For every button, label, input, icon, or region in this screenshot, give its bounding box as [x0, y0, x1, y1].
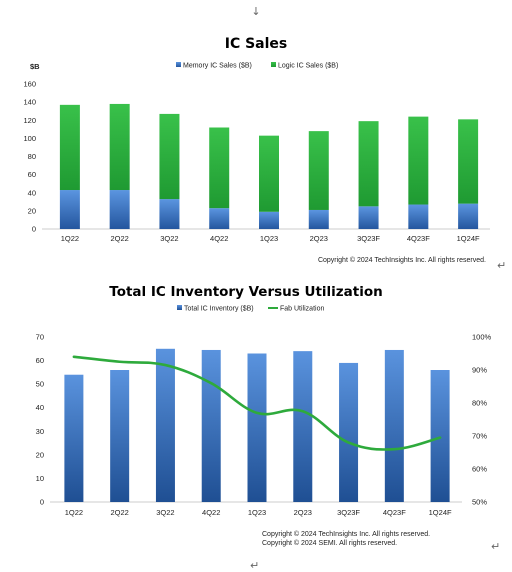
- x-tick-label: 4Q22: [210, 234, 228, 243]
- left-y-tick-label: 10: [36, 474, 44, 483]
- chart2-left-y-axis: 0 10 20 30 40 50 60 70: [36, 333, 44, 507]
- bar-logic-1q23: [259, 135, 279, 212]
- legend-swatch-memory: [176, 62, 181, 67]
- chart2-legend: Total IC Inventory ($B) Fab Utilization: [177, 305, 324, 313]
- left-y-tick-label: 40: [36, 403, 44, 412]
- x-tick-label: 2Q22: [110, 508, 128, 517]
- bar-inventory-4q22: [201, 349, 221, 502]
- bar-memory-2q23: [308, 209, 329, 229]
- x-tick-label: 1Q23: [260, 234, 278, 243]
- legend-swatch-inventory: [177, 305, 182, 310]
- bar-memory-4q22: [209, 208, 230, 229]
- chart2-bars: [64, 348, 450, 502]
- bar-logic-3q23f: [358, 121, 379, 207]
- bar-logic-1q22: [59, 104, 80, 191]
- paragraph-mark-3: ↵: [250, 559, 259, 572]
- right-y-tick-label: 80%: [472, 399, 487, 408]
- chart2-copyright-line-2: Copyright © 2024 SEMI. All rights reserv…: [262, 539, 397, 547]
- x-tick-label: 1Q24F: [429, 508, 452, 517]
- chart2-right-y-axis: 50% 60% 70% 80% 90% 100%: [472, 333, 492, 507]
- y-tick-label: 60: [28, 170, 36, 179]
- bar-inventory-1q24f: [430, 370, 450, 502]
- legend-swatch-logic: [271, 62, 276, 67]
- ic-sales-chart: IC Sales Memory IC Sales ($B) Logic IC Sa…: [23, 36, 506, 272]
- y-tick-label: 40: [28, 188, 36, 197]
- y-tick-label: 120: [23, 116, 36, 125]
- fab-utilization-line: [72, 355, 442, 451]
- y-tick-label: 140: [23, 98, 36, 107]
- left-y-tick-label: 0: [40, 498, 44, 507]
- right-y-tick-label: 90%: [472, 366, 487, 375]
- x-tick-label: 1Q22: [65, 508, 83, 517]
- x-tick-label: 3Q23F: [337, 508, 360, 517]
- bar-logic-2q23: [308, 131, 329, 210]
- bar-inventory-1q22: [64, 374, 84, 502]
- chart2-x-axis: 1Q22 2Q22 3Q22 4Q22 1Q23 2Q23 3Q23F 4Q23F 1Q24F: [65, 508, 452, 517]
- left-y-tick-label: 20: [36, 450, 44, 459]
- legend-label-logic: Logic IC Sales ($B): [278, 63, 338, 70]
- chart1-title: IC Sales: [225, 36, 288, 52]
- chart1-x-axis: 1Q22 2Q22 3Q22 4Q22 1Q23 2Q23 3Q23F 4Q23F 1Q24F: [61, 234, 480, 243]
- chart1-legend: Memory IC Sales ($B) Logic IC Sales ($B): [176, 62, 338, 70]
- x-tick-label: 3Q23F: [357, 234, 380, 243]
- bar-inventory-3q23f: [339, 362, 359, 502]
- bar-memory-1q24f: [458, 203, 479, 229]
- bar-inventory-3q22: [155, 348, 175, 502]
- bar-logic-4q23f: [408, 116, 429, 205]
- x-tick-label: 1Q23: [248, 508, 266, 517]
- x-tick-label: 4Q22: [202, 508, 220, 517]
- bar-memory-3q22: [159, 199, 180, 229]
- x-tick-label: 3Q22: [160, 234, 178, 243]
- bar-memory-1q22: [59, 190, 80, 229]
- x-tick-label: 4Q23F: [407, 234, 430, 243]
- bar-logic-4q22: [209, 127, 230, 209]
- bar-logic-2q22: [109, 103, 130, 191]
- left-y-tick-label: 70: [36, 333, 44, 342]
- bar-memory-4q23f: [408, 204, 429, 229]
- y-tick-label: 0: [32, 225, 36, 234]
- left-y-tick-label: 30: [36, 427, 44, 436]
- chart2-title: Total IC Inventory Versus Utilization: [109, 284, 382, 300]
- inventory-utilization-chart: Total IC Inventory Versus Utilization To…: [36, 284, 501, 553]
- bar-inventory-2q23: [293, 351, 313, 502]
- chart1-y-axis: 0 20 40 60 80 100 120 140 160: [23, 80, 36, 234]
- x-tick-label: 3Q22: [156, 508, 174, 517]
- x-tick-label: 2Q23: [294, 508, 312, 517]
- bar-inventory-1q23: [247, 353, 267, 502]
- y-tick-label: 160: [23, 80, 36, 89]
- y-tick-label: 100: [23, 134, 36, 143]
- x-tick-label: 2Q22: [110, 234, 128, 243]
- bar-logic-3q22: [159, 113, 180, 200]
- chart1-y-unit-label: $B: [30, 62, 40, 71]
- x-tick-label: 1Q24F: [457, 234, 480, 243]
- bar-memory-1q23: [259, 211, 279, 229]
- chart1-bars: [59, 103, 479, 229]
- legend-label-utilization: Fab Utilization: [280, 306, 324, 313]
- right-y-tick-label: 70%: [472, 432, 487, 441]
- down-arrow-mark: ↓: [251, 5, 260, 18]
- bar-inventory-4q23f: [384, 349, 404, 502]
- left-y-tick-label: 60: [36, 356, 44, 365]
- legend-label-memory: Memory IC Sales ($B): [183, 63, 252, 70]
- left-y-tick-label: 50: [36, 380, 44, 389]
- right-y-tick-label: 100%: [472, 333, 492, 342]
- paragraph-mark-2: ↵: [491, 540, 500, 553]
- y-tick-label: 20: [28, 206, 36, 215]
- x-tick-label: 4Q23F: [383, 508, 406, 517]
- bar-memory-2q22: [109, 190, 130, 229]
- x-tick-label: 2Q23: [310, 234, 328, 243]
- legend-label-inventory: Total IC Inventory ($B): [184, 306, 254, 313]
- y-tick-label: 80: [28, 152, 36, 161]
- right-y-tick-label: 60%: [472, 465, 487, 474]
- bar-inventory-2q22: [110, 370, 130, 502]
- paragraph-mark-1: ↵: [497, 259, 506, 272]
- right-y-tick-label: 50%: [472, 498, 487, 507]
- bar-memory-3q23f: [358, 206, 379, 229]
- chart1-copyright: Copyright © 2024 TechInsights Inc. All r…: [318, 256, 486, 264]
- x-tick-label: 1Q22: [61, 234, 79, 243]
- bar-logic-1q24f: [458, 119, 479, 204]
- chart2-copyright-line-1: Copyright © 2024 TechInsights Inc. All r…: [262, 530, 430, 538]
